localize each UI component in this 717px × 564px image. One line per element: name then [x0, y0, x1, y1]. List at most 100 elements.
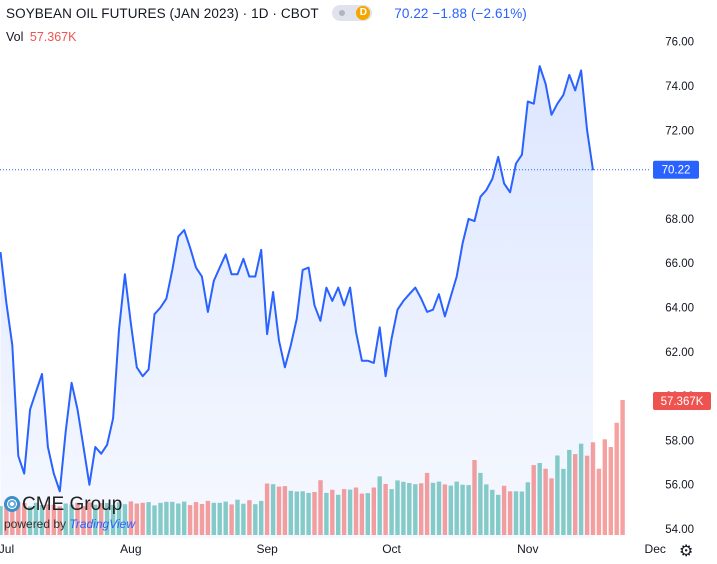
axis-tags-layer: 70.22 57.367K [653, 160, 711, 410]
volume-bar [51, 504, 56, 535]
volume-bar [22, 503, 27, 535]
price-change: −1.88 [432, 6, 468, 21]
volume-bar [401, 481, 406, 535]
volume-bar [187, 505, 193, 535]
volume-bar [330, 489, 335, 535]
x-tick-label: Sep [256, 542, 278, 556]
y-tick-label: 54.00 [665, 524, 694, 536]
volume-bar [87, 502, 92, 535]
volume-bar [152, 505, 157, 535]
volume-bar [199, 504, 205, 535]
volume-bar [0, 506, 3, 535]
volume-bar [99, 503, 104, 535]
volume-bar [573, 454, 578, 535]
y-tick-label: 56.00 [665, 480, 694, 492]
volume-bar [347, 489, 353, 535]
cme-brand: CME Group [22, 494, 123, 515]
volume-bar [75, 502, 80, 535]
volume-bar [567, 449, 572, 535]
volume-bar [288, 490, 293, 535]
volume-bar [501, 485, 507, 535]
gear-icon[interactable]: ⚙ [679, 543, 694, 560]
volume-bar [584, 455, 590, 535]
volume-bar [134, 503, 139, 535]
x-tick-label: Dec [645, 542, 666, 556]
last-quote: 70.22 −1.88 (−2.61%) [394, 6, 527, 21]
volume-bar [63, 503, 68, 535]
volume-bar [513, 491, 519, 535]
volume-bar [128, 501, 134, 535]
volume-bar [312, 492, 317, 535]
delayed-icon: D [356, 6, 371, 21]
volume-bar [395, 480, 400, 535]
volume-bar [466, 485, 471, 535]
price-line [0, 65, 594, 493]
volume-bar [247, 500, 252, 535]
y-tick-label: 74.00 [665, 81, 694, 93]
volume-bar [170, 501, 175, 535]
price-change-percent: (−2.61%) [470, 6, 527, 21]
volume-bar [519, 491, 525, 535]
chart-header: SOYBEAN OIL FUTURES (JAN 2023) · 1D · CB… [6, 5, 527, 22]
volume-bar [407, 483, 412, 535]
volume-bar [229, 504, 234, 535]
y-tick-label: 64.00 [665, 303, 694, 315]
volume-bar [276, 486, 282, 535]
volume-bar [300, 491, 305, 535]
market-status-badge[interactable]: D [332, 5, 373, 22]
volume-bar [182, 501, 187, 535]
volume-bar [555, 455, 560, 535]
volume-bar [10, 504, 15, 535]
y-tick-label: 72.00 [665, 125, 694, 137]
volume-bar [525, 482, 530, 535]
volume-bar [282, 486, 288, 535]
volume-bar [294, 491, 299, 535]
volume-bar [590, 442, 596, 535]
volume-bar [620, 400, 625, 535]
cme-tradingview-logo[interactable]: CME Group powered by TradingView [4, 494, 135, 531]
volume-bars-layer [0, 400, 625, 535]
volume-bar [496, 494, 501, 535]
volume-legend[interactable]: Vol 57.367K [6, 30, 76, 44]
volume-bar [16, 502, 21, 535]
volume-bar [140, 502, 145, 535]
volume-bar [413, 484, 418, 535]
symbol-title[interactable]: SOYBEAN OIL FUTURES (JAN 2023) · 1D · CB… [6, 6, 319, 21]
volume-bar [531, 465, 536, 535]
price-line-layer [0, 65, 594, 493]
volume-bar [442, 484, 448, 535]
volume-bar [324, 492, 329, 535]
volume-bar [211, 502, 216, 535]
volume-bar [69, 504, 74, 535]
volume-bar [146, 502, 151, 535]
volume-bar [116, 502, 122, 535]
volume-bar [383, 484, 388, 535]
y-tick-label: 76.00 [665, 37, 694, 49]
price-axis[interactable]: 76.0074.0072.0070.0068.0066.0064.0062.00… [665, 37, 694, 536]
volume-bar [81, 506, 86, 535]
volume-bar [205, 500, 211, 535]
volume-bar [193, 502, 199, 535]
volume-bar [454, 481, 459, 535]
volume-bar [537, 463, 542, 535]
x-tick-label: Aug [120, 542, 141, 556]
volume-bar [223, 501, 228, 535]
volume-bar [110, 504, 116, 535]
volume-bar [614, 422, 619, 535]
volume-bar [371, 487, 376, 535]
volume-bar [217, 502, 222, 535]
volume-bar [33, 502, 39, 535]
volume-bar [336, 494, 341, 535]
status-dot-icon [339, 10, 346, 17]
volume-bar [448, 485, 453, 535]
y-tick-label: 68.00 [665, 214, 694, 226]
cme-globe-icon [4, 496, 20, 512]
volume-bar [164, 501, 169, 535]
time-axis[interactable]: Jul Aug Sep Oct Nov Dec [0, 542, 666, 556]
volume-bar [602, 439, 607, 535]
volume-bar [45, 504, 51, 535]
volume-bar [93, 504, 98, 535]
volume-label: Vol [6, 30, 24, 44]
volume-bar [318, 480, 323, 535]
